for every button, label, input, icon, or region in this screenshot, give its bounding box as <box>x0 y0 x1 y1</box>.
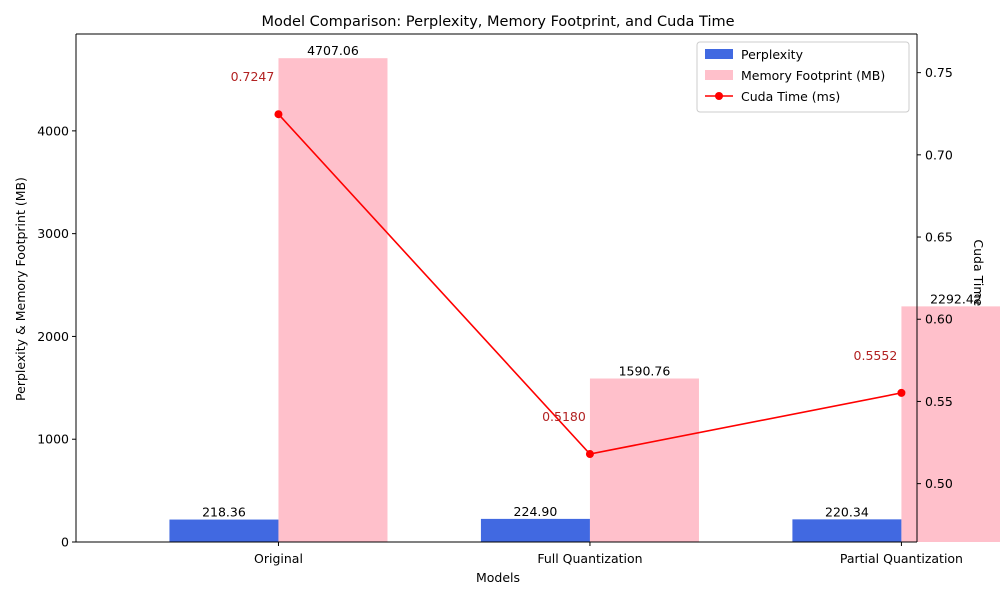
bar-value-label: 224.90 <box>514 504 558 519</box>
bar-value-label: 4707.06 <box>307 43 359 58</box>
legend-label: Cuda Time (ms) <box>741 89 840 104</box>
legend-label: Perplexity <box>741 47 804 62</box>
bar-memory-footprint-mb-2 <box>901 306 1000 542</box>
x-tick-label: Full Quantization <box>537 551 642 566</box>
bar-value-label: 220.34 <box>825 504 869 519</box>
legend-swatch <box>705 70 733 80</box>
cuda-time-point-0 <box>274 110 283 119</box>
y2-tick-label: 0.65 <box>925 230 953 245</box>
bar-perplexity-0 <box>169 519 279 542</box>
bar-perplexity-2 <box>792 519 902 542</box>
cuda-time-value-label: 0.5552 <box>854 348 898 363</box>
y2-tick-label: 0.50 <box>925 476 953 491</box>
y2-tick-label: 0.75 <box>925 65 953 80</box>
cuda-time-point-1 <box>585 450 594 459</box>
legend-swatch <box>705 49 733 59</box>
y-tick-label: 0 <box>61 535 69 550</box>
bar-perplexity-1 <box>480 518 590 542</box>
y2-tick-label: 0.55 <box>925 394 953 409</box>
cuda-time-value-label: 0.5180 <box>542 409 586 424</box>
y-tick-label: 2000 <box>37 329 69 344</box>
legend-box <box>696 41 910 113</box>
x-tick-label: Partial Quantization <box>840 551 963 566</box>
y2-tick-label: 0.70 <box>925 147 953 162</box>
legend: Perplexity Memory Footprint (MB) Cuda Time… <box>696 41 910 113</box>
chart-title: Model Comparison: Perplexity, Memory Foo… <box>261 14 734 30</box>
bar-value-label: 1590.76 <box>619 363 671 378</box>
bar-memory-footprint-mb-1 <box>589 378 699 542</box>
plot-area: 218.36 224.90 220.34 4707.06 1590.76 2292.42 0… <box>37 33 1000 566</box>
legend-label: Memory Footprint (MB) <box>741 68 885 83</box>
legend-swatch-marker <box>715 92 723 100</box>
y-axis-label: Perplexity & Memory Footprint (MB) <box>13 177 28 401</box>
y-tick-label: 1000 <box>37 432 69 447</box>
x-axis-label: Models <box>476 570 520 585</box>
bar-value-label: 2292.42 <box>930 291 982 306</box>
y-tick-label: 3000 <box>37 226 69 241</box>
y2-tick-label: 0.60 <box>925 312 953 327</box>
bar-value-label: 218.36 <box>202 505 246 520</box>
cuda-time-value-label: 0.7247 <box>231 69 275 84</box>
y-tick-label: 4000 <box>37 123 69 138</box>
cuda-time-point-2 <box>897 388 906 397</box>
bar-memory-footprint-mb-0 <box>278 58 388 542</box>
x-tick-label: Original <box>254 551 303 566</box>
